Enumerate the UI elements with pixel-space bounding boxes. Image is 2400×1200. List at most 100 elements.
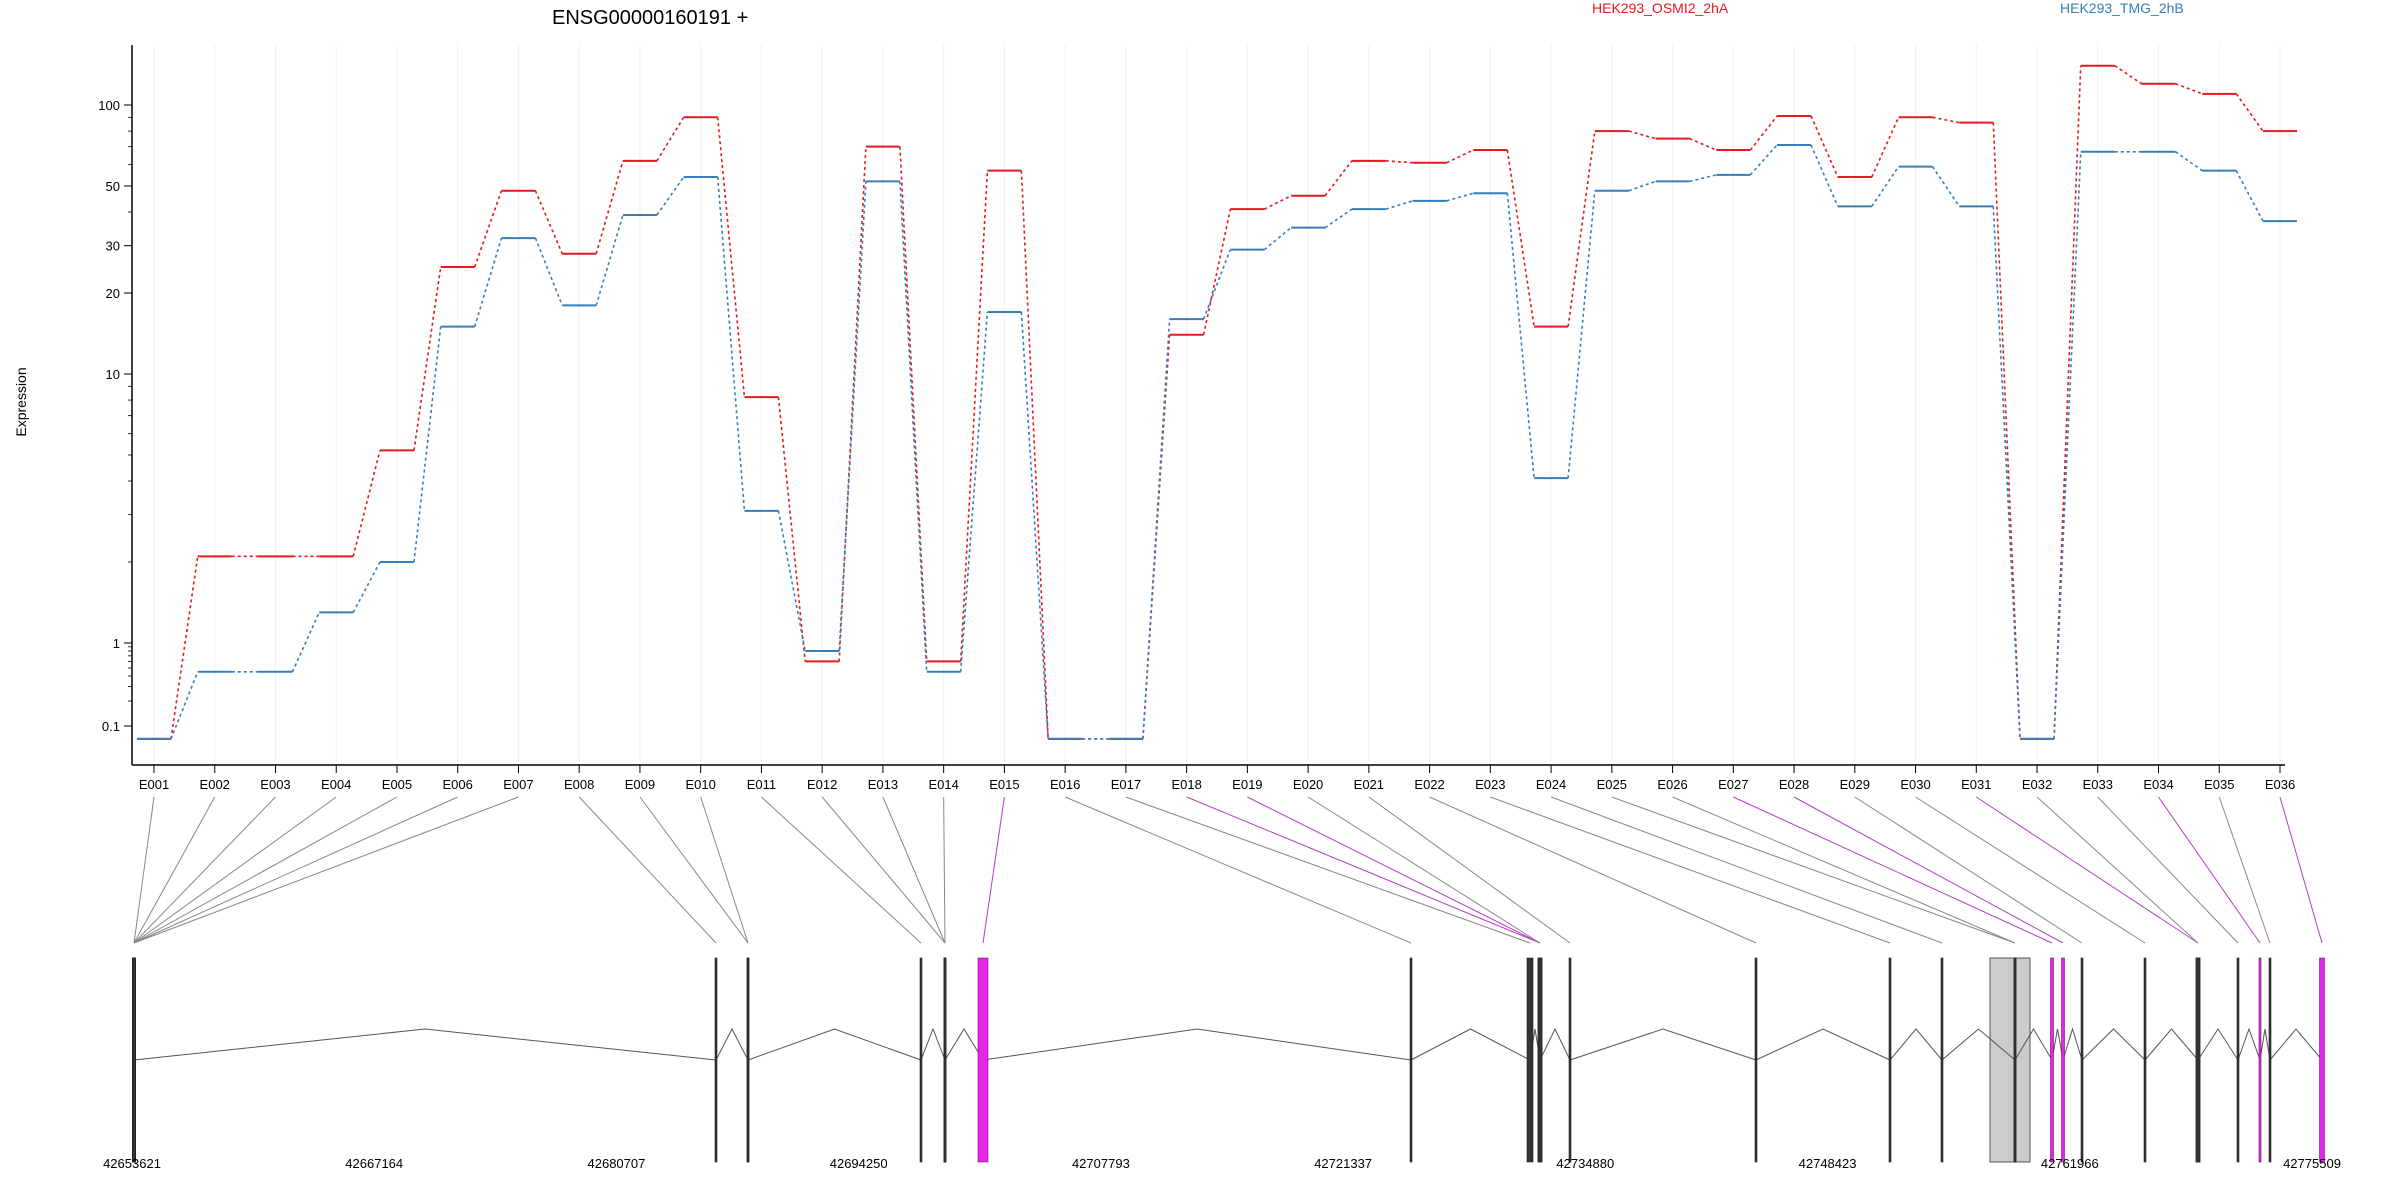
exon-connector bbox=[1976, 796, 2199, 944]
x-tick-label: E029 bbox=[1840, 777, 1870, 792]
exon-connector bbox=[133, 796, 337, 944]
gridlines bbox=[153, 45, 2281, 762]
y-tick-label: 0.1 bbox=[102, 719, 120, 734]
exon-connector bbox=[133, 796, 276, 944]
legend-series-a: HEK293_OSMI2_2hA bbox=[1592, 0, 1729, 16]
x-tick-label: E011 bbox=[747, 777, 776, 792]
exon-connector bbox=[1064, 796, 1412, 944]
x-tick-label: E003 bbox=[260, 777, 290, 792]
exon-connector bbox=[1368, 796, 1571, 944]
series-connector bbox=[1992, 122, 2021, 739]
exon-connector bbox=[133, 796, 155, 944]
series-connector bbox=[959, 311, 989, 672]
series-connector bbox=[1446, 149, 1474, 164]
intron bbox=[1410, 1028, 1531, 1061]
exon-bar bbox=[132, 957, 136, 1163]
genomic-tick-label: 42721337 bbox=[1314, 1156, 1372, 1171]
series-connector bbox=[595, 160, 624, 254]
series-connector bbox=[1385, 160, 1413, 164]
series-connector bbox=[1567, 190, 1596, 479]
series-connector bbox=[1871, 166, 1900, 207]
x-tick-label: E013 bbox=[868, 777, 898, 792]
exon-bar bbox=[2143, 957, 2147, 1163]
y-tick-label: 50 bbox=[106, 179, 120, 194]
series-connector bbox=[777, 510, 806, 652]
series-connector bbox=[899, 181, 928, 672]
y-tick-label: 10 bbox=[106, 367, 120, 382]
series-connector bbox=[2053, 65, 2082, 739]
series-connector bbox=[473, 237, 503, 327]
exon-connector bbox=[1125, 796, 1531, 944]
series-connector bbox=[2114, 65, 2142, 85]
series-connector bbox=[413, 326, 442, 563]
x-tick-label: E035 bbox=[2204, 777, 2234, 792]
exon-bar bbox=[2319, 957, 2325, 1163]
exon-connector bbox=[2158, 796, 2261, 944]
series-connector bbox=[2053, 151, 2082, 739]
x-tick-label: E018 bbox=[1171, 777, 1201, 792]
exon-bar bbox=[1940, 957, 1944, 1163]
x-tick-label: E022 bbox=[1414, 777, 1444, 792]
series-connector bbox=[1324, 208, 1353, 229]
series-connector bbox=[1871, 116, 1900, 178]
x-tick-label: E001 bbox=[139, 777, 169, 792]
x-tick-label: E006 bbox=[443, 777, 473, 792]
exon-connector bbox=[1915, 796, 2146, 944]
exon-bar bbox=[1537, 957, 1543, 1163]
intron bbox=[1889, 1028, 1943, 1061]
y-tick-label: 100 bbox=[98, 98, 120, 113]
x-tick-label: E016 bbox=[1050, 777, 1080, 792]
intron bbox=[2051, 1028, 2064, 1061]
series-connector bbox=[656, 116, 685, 162]
exon-connector bbox=[133, 796, 216, 944]
exon-connector bbox=[2279, 796, 2323, 944]
exon-bar bbox=[2080, 957, 2084, 1163]
series-connector bbox=[473, 190, 503, 268]
exon-bar bbox=[1568, 957, 1572, 1163]
intron bbox=[2259, 1028, 2271, 1061]
exon-connector bbox=[1611, 796, 2016, 944]
series-connector bbox=[170, 671, 199, 740]
exon-bar bbox=[1526, 957, 1534, 1163]
exon-connector bbox=[1733, 796, 2053, 944]
series-connector bbox=[838, 181, 867, 652]
x-tick-label: E014 bbox=[928, 777, 958, 792]
x-tick-label: E008 bbox=[564, 777, 594, 792]
exon-connector bbox=[1793, 796, 2064, 944]
series-connector bbox=[716, 117, 746, 398]
x-tick-label: E007 bbox=[503, 777, 533, 792]
x-tick-label: E031 bbox=[1961, 777, 1991, 792]
exon-bar bbox=[1888, 957, 1892, 1163]
x-tick-label: E021 bbox=[1354, 777, 1384, 792]
intron bbox=[1755, 1028, 1891, 1061]
series-connector bbox=[352, 450, 381, 557]
series-connector bbox=[656, 176, 685, 216]
exon-connector bbox=[882, 796, 946, 944]
intron bbox=[2062, 1027, 2083, 1061]
x-tick-label: E026 bbox=[1657, 777, 1687, 792]
exon-bar bbox=[1409, 957, 1413, 1163]
y-axis-label: Expression bbox=[13, 367, 29, 436]
x-tick-label: E020 bbox=[1293, 777, 1323, 792]
series-layer bbox=[136, 64, 2298, 740]
exon-bar bbox=[2268, 957, 2272, 1163]
exon-bar bbox=[1754, 957, 1758, 1163]
x-tick-label: E032 bbox=[2022, 777, 2052, 792]
exon-bar bbox=[943, 957, 947, 1163]
intron bbox=[2197, 1028, 2239, 1061]
exon-connector bbox=[1550, 796, 1943, 944]
series-connector bbox=[1931, 166, 1960, 207]
series-connector bbox=[1689, 174, 1717, 183]
genomic-tick-label: 42734880 bbox=[1556, 1156, 1614, 1171]
series-connector bbox=[1992, 206, 2021, 739]
series-connector bbox=[1689, 137, 1717, 151]
exon-connector bbox=[1186, 796, 1541, 944]
intron bbox=[2237, 1027, 2261, 1061]
series-connector bbox=[595, 214, 624, 306]
exon-connector bbox=[133, 796, 458, 944]
x-tick-label: E024 bbox=[1536, 777, 1566, 792]
series-connector bbox=[534, 190, 563, 255]
exon-connector bbox=[700, 796, 749, 944]
series-connector bbox=[2235, 93, 2264, 132]
